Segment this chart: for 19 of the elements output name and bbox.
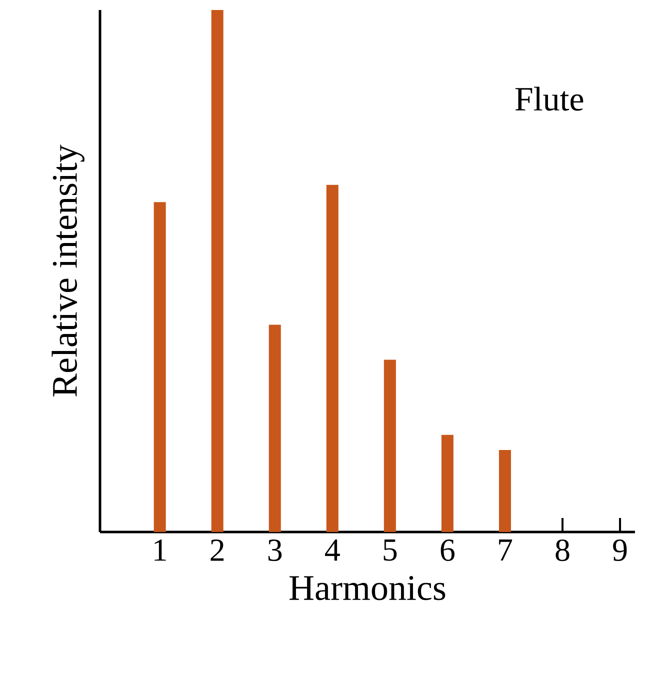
bar — [154, 202, 166, 532]
x-tick-label: 9 — [613, 540, 627, 562]
bar — [268, 324, 281, 532]
annotation: Flute — [515, 86, 584, 111]
x-tick-label: 4 — [325, 540, 340, 561]
x-tick-label: 5 — [384, 540, 397, 561]
x-tick-label: 7 — [499, 540, 512, 560]
x-tick-label: 8 — [556, 540, 570, 562]
bar — [384, 360, 396, 532]
x-tick-label: 6 — [440, 540, 454, 562]
bar — [498, 450, 511, 532]
x-tick-label: 1 — [154, 540, 166, 561]
bar — [211, 10, 224, 532]
x-tick-label: 3 — [268, 540, 282, 562]
x-tick-label: 2 — [210, 540, 224, 561]
bar — [441, 434, 454, 532]
bar — [326, 184, 338, 532]
x-axis-title: Harmonics — [290, 576, 446, 600]
y-axis-title: Relative intensity — [52, 144, 84, 396]
